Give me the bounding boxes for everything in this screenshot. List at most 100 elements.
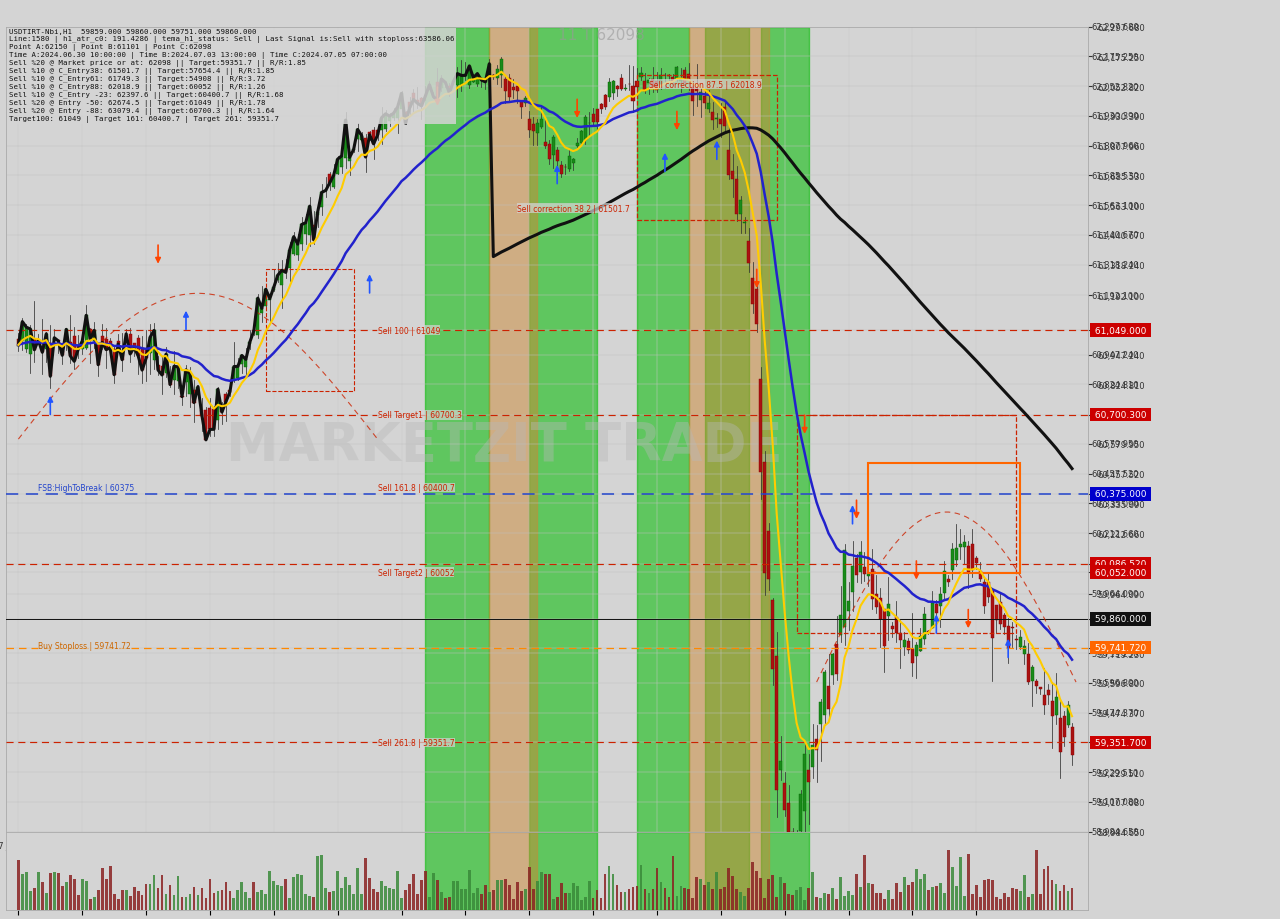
Bar [815,897,818,910]
Bar [767,531,771,579]
Bar [791,895,794,910]
Bar [687,890,690,910]
Bar [608,84,611,98]
Bar [376,131,379,136]
Bar [328,892,332,910]
Bar [312,897,315,910]
Bar [45,335,47,350]
Bar [963,896,965,910]
Bar [301,875,303,910]
Bar [529,28,596,832]
Bar [676,68,678,80]
Bar [352,894,355,910]
Bar [356,868,358,910]
Bar [704,885,707,910]
Bar [767,879,771,910]
Bar [970,544,974,570]
Bar [520,102,522,108]
Bar [233,898,236,910]
Bar [1034,850,1038,910]
Bar [995,897,997,910]
Bar [73,336,76,362]
Text: 60,947.240: 60,947.240 [1092,351,1139,360]
Bar [1019,891,1021,910]
Bar [740,891,742,910]
Bar [113,349,115,375]
Bar [169,376,172,385]
Bar [105,879,108,910]
Bar [109,867,111,910]
Bar [616,86,618,90]
Bar [1030,894,1033,910]
Text: 62,052.820: 62,052.820 [1092,83,1139,92]
Bar [124,890,128,910]
Bar [1059,891,1061,910]
Bar [684,888,686,910]
Bar [396,108,399,119]
Bar [943,572,946,593]
Bar [979,897,982,910]
Bar [544,874,547,910]
Bar [244,892,247,910]
Bar [488,891,490,910]
Bar [1062,717,1065,737]
Bar [269,300,271,301]
Text: 60,212.660: 60,212.660 [1092,529,1139,539]
Bar [659,882,662,910]
Bar [372,131,375,144]
Bar [827,894,829,910]
Bar [703,97,707,104]
Bar [1002,615,1006,628]
Bar [840,877,842,910]
Bar [927,891,929,910]
Bar [572,160,575,164]
Bar [320,855,323,910]
Bar [173,367,175,380]
Bar [495,70,499,79]
Bar [88,899,92,910]
Bar [500,879,503,910]
Bar [867,883,870,910]
Bar [591,115,595,123]
Bar [495,880,499,910]
Bar [308,897,311,910]
Bar [612,874,614,910]
Bar [780,877,782,910]
Bar [484,885,486,910]
Bar [691,88,694,101]
Bar [644,890,646,910]
Bar [891,627,893,630]
Bar [120,891,124,910]
Bar [292,877,296,910]
Bar [101,336,104,343]
Bar [831,654,835,675]
Bar [855,559,858,576]
Bar [73,879,76,910]
Bar [1066,706,1070,726]
Bar [536,881,539,910]
Bar [212,893,215,910]
Bar [360,136,364,141]
Bar [879,893,882,910]
Bar [915,645,918,656]
Bar [719,119,722,125]
Bar [556,151,558,162]
Bar [320,193,324,208]
Bar [887,891,890,910]
Bar [527,868,531,910]
Bar [955,549,957,560]
Bar [652,80,654,89]
Bar [983,583,986,607]
Text: 59,229.510: 59,229.510 [1092,767,1139,777]
Bar [783,883,786,910]
Bar [401,898,403,910]
Bar [851,566,854,592]
Bar [708,882,710,910]
Bar [388,888,390,910]
Bar [859,887,861,910]
Bar [205,899,207,910]
Bar [620,892,622,910]
Bar [879,599,882,619]
Bar [1011,627,1014,629]
Bar [52,338,56,340]
